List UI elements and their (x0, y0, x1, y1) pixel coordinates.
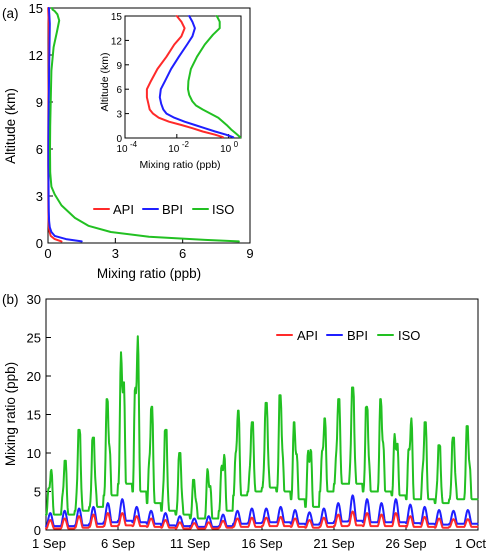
inset-y-tick-label: 12 (111, 36, 123, 47)
timeseries-y-tick-label: 5 (34, 485, 41, 500)
timeseries-x-tick-label: 1 Sep (32, 536, 66, 551)
timeseries-y-tick-label: 20 (27, 369, 41, 384)
profile-x-tick-label: 0 (44, 246, 51, 261)
inset-line-bpi (158, 15, 235, 139)
panel-a-label: (a) (2, 6, 19, 21)
profile-x-tick-label: 3 (112, 246, 119, 261)
timeseries-line-iso (45, 335, 479, 520)
inset-x-tick-exponent: 0 (234, 140, 239, 149)
profile-series (47, 7, 240, 243)
profile-y-tick-label: 12 (29, 48, 43, 63)
inset-line-api (145, 15, 224, 139)
timeseries-line-api (45, 510, 479, 530)
inset-line-iso (187, 15, 242, 139)
profile-y-tick-label: 0 (36, 236, 43, 251)
inset-x-tick-exponent: -2 (182, 140, 190, 149)
inset-y-tick-label: 0 (116, 134, 122, 145)
timeseries-legend-iso-label: ISO (398, 328, 420, 343)
timeseries-x-tick-label: 16 Sep (241, 536, 282, 551)
profile-y-axis-label: Altitude (km) (3, 88, 18, 164)
profile-x-tick-label: 9 (246, 246, 253, 261)
profile-x-axis: 0 3 6 9 (44, 238, 254, 261)
timeseries-x-tick-label: 21 Sep (313, 536, 354, 551)
profile-y-tick-label: 9 (36, 95, 43, 110)
inset-y-tick-label: 9 (116, 61, 122, 72)
timeseries-y-axis: 0 5 10 15 20 25 30 (27, 292, 51, 538)
timeseries-legend: API BPI ISO (276, 328, 420, 343)
profile-line-bpi (47, 7, 83, 243)
timeseries-x-tick-label: 1 Oct (455, 536, 486, 551)
inset-x-tick-label: 10 (220, 144, 232, 155)
profile-legend-api-label: API (113, 202, 134, 217)
timeseries-y-tick-label: 15 (27, 408, 41, 423)
profile-y-tick-label: 3 (36, 189, 43, 204)
inset-y-axis-label: Altitude (km) (99, 53, 111, 112)
profile-x-tick-label: 6 (179, 246, 186, 261)
timeseries-y-axis-label: Mixing ratio (ppb) (3, 362, 18, 466)
inset-plot-frame (124, 15, 242, 139)
inset-y-axis: 0 3 6 9 12 15 (111, 12, 129, 145)
profile-panel: (a) 0 3 6 9 0 3 6 9 12 15 Mixing ratio (ppb) Alt… (2, 1, 254, 281)
timeseries-x-tick-label: 26 Sep (385, 536, 426, 551)
inset-y-tick-label: 3 (116, 110, 122, 121)
inset-x-tick-label: 10 (116, 144, 128, 155)
timeseries-y-tick-label: 30 (27, 292, 41, 307)
inset-x-tick-exponent: -4 (130, 140, 138, 149)
timeseries-y-tick-label: 0 (34, 523, 41, 538)
timeseries-y-tick-label: 10 (27, 446, 41, 461)
inset-series (145, 15, 242, 139)
profile-legend: API BPI ISO (93, 202, 234, 217)
profile-y-tick-label: 15 (29, 1, 43, 16)
inset-x-tick-label: 10 (168, 144, 180, 155)
timeseries-legend-api-label: API (297, 328, 318, 343)
profile-x-axis-label: Mixing ratio (ppb) (97, 266, 201, 281)
profile-legend-bpi-label: BPI (162, 202, 183, 217)
timeseries-x-axis: 1 Sep 6 Sep 11 Sep 16 Sep 21 Sep 26 Sep 1 Oct (32, 525, 486, 551)
timeseries-series (45, 335, 479, 530)
profile-y-tick-label: 6 (36, 142, 43, 157)
inset-x-axis-label: Mixing ratio (ppb) (139, 159, 220, 171)
inset-y-tick-label: 6 (116, 85, 122, 96)
timeseries-line-bpi (45, 494, 479, 528)
timeseries-legend-bpi-label: BPI (347, 328, 368, 343)
inset-x-axis: 10 -4 10 -2 10 0 (116, 134, 239, 155)
profile-legend-iso-label: ISO (212, 202, 234, 217)
timeseries-panel: (b) 1 Sep 6 Sep 11 Sep 16 Sep 21 Sep 26 Sep 1 … (2, 292, 486, 551)
timeseries-y-tick-label: 25 (27, 331, 41, 346)
timeseries-x-tick-label: 6 Sep (101, 536, 135, 551)
profile-line-iso (49, 7, 240, 243)
inset-y-tick-label: 15 (111, 12, 123, 23)
timeseries-x-tick-label: 11 Sep (170, 536, 210, 551)
panel-b-label: (b) (2, 292, 19, 307)
